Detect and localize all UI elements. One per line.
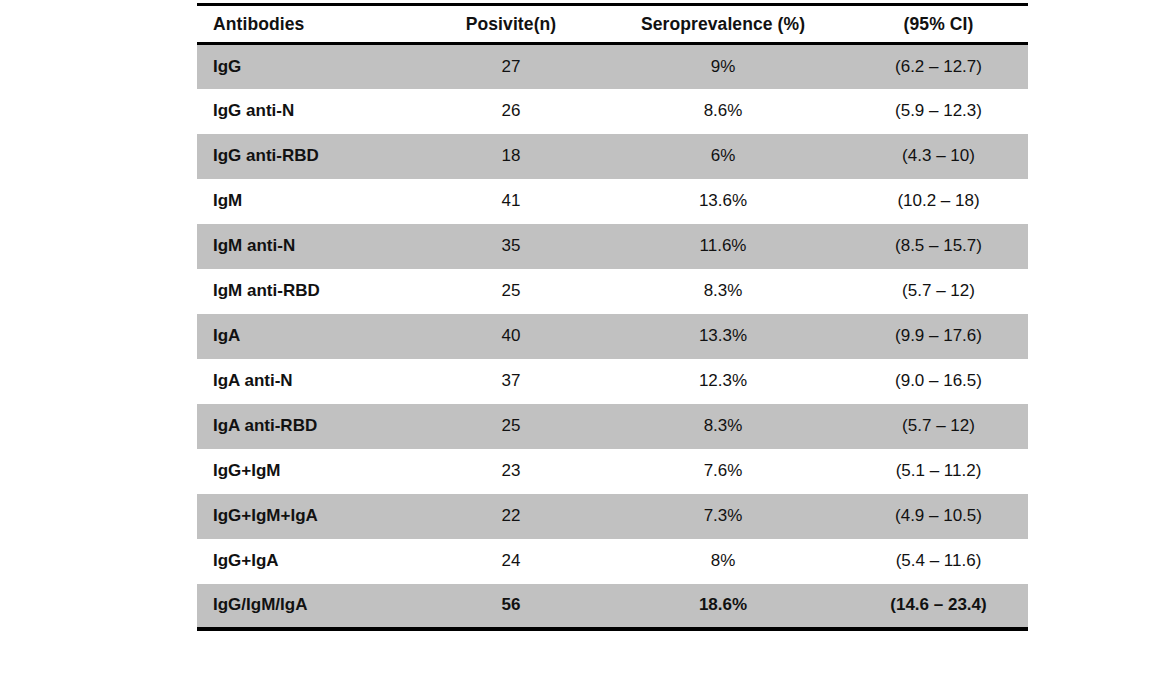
page: Antibodies Posivite(n) Seroprevalence (%… (0, 3, 1174, 694)
cell-antibody: IgM anti-RBD (197, 269, 425, 314)
seroprevalence-table: Antibodies Posivite(n) Seroprevalence (%… (197, 3, 1028, 631)
table-row-igg-anti-n: IgG anti-N 26 8.6% (5.9 – 12.3) (197, 89, 1028, 134)
table-row-iga: IgA 40 13.3% (9.9 – 17.6) (197, 314, 1028, 359)
cell-antibody: IgG+IgM (197, 449, 425, 494)
cell-seroprevalence: 6% (597, 134, 849, 179)
table-row-igg-iga: IgG+IgA 24 8% (5.4 – 11.6) (197, 539, 1028, 584)
table-row-igg-igm: IgG+IgM 23 7.6% (5.1 – 11.2) (197, 449, 1028, 494)
cell-seroprevalence: 13.6% (597, 179, 849, 224)
cell-seroprevalence: 13.3% (597, 314, 849, 359)
cell-ci: (14.6 – 23.4) (849, 584, 1028, 629)
cell-positive: 56 (425, 584, 597, 629)
column-header-seroprevalence: Seroprevalence (%) (597, 5, 849, 44)
cell-positive: 18 (425, 134, 597, 179)
cell-antibody: IgG+IgM+IgA (197, 494, 425, 539)
cell-ci: (8.5 – 15.7) (849, 224, 1028, 269)
cell-ci: (5.9 – 12.3) (849, 89, 1028, 134)
cell-positive: 22 (425, 494, 597, 539)
table-row-iga-anti-rbd: IgA anti-RBD 25 8.3% (5.7 – 12) (197, 404, 1028, 449)
cell-seroprevalence: 11.6% (597, 224, 849, 269)
table-row-igg: IgG 27 9% (6.2 – 12.7) (197, 44, 1028, 89)
cell-ci: (4.3 – 10) (849, 134, 1028, 179)
cell-seroprevalence: 8.3% (597, 404, 849, 449)
cell-antibody: IgA anti-RBD (197, 404, 425, 449)
cell-antibody: IgG anti-RBD (197, 134, 425, 179)
cell-seroprevalence: 8.3% (597, 269, 849, 314)
cell-positive: 40 (425, 314, 597, 359)
table-row-total-igg-igm-iga: IgG/IgM/IgA 56 18.6% (14.6 – 23.4) (197, 584, 1028, 629)
table-row-igg-igm-iga: IgG+IgM+IgA 22 7.3% (4.9 – 10.5) (197, 494, 1028, 539)
cell-positive: 37 (425, 359, 597, 404)
cell-antibody: IgA anti-N (197, 359, 425, 404)
cell-positive: 27 (425, 44, 597, 89)
column-header-positive-n: Posivite(n) (425, 5, 597, 44)
header-row: Antibodies Posivite(n) Seroprevalence (%… (197, 5, 1028, 44)
cell-ci: (4.9 – 10.5) (849, 494, 1028, 539)
table-row-iga-anti-n: IgA anti-N 37 12.3% (9.0 – 16.5) (197, 359, 1028, 404)
cell-ci: (5.4 – 11.6) (849, 539, 1028, 584)
cell-ci: (6.2 – 12.7) (849, 44, 1028, 89)
cell-antibody: IgG anti-N (197, 89, 425, 134)
cell-positive: 24 (425, 539, 597, 584)
cell-seroprevalence: 18.6% (597, 584, 849, 629)
cell-antibody: IgG (197, 44, 425, 89)
cell-positive: 35 (425, 224, 597, 269)
cell-positive: 41 (425, 179, 597, 224)
cell-antibody: IgG/IgM/IgA (197, 584, 425, 629)
cell-seroprevalence: 8.6% (597, 89, 849, 134)
table-row-igm-anti-rbd: IgM anti-RBD 25 8.3% (5.7 – 12) (197, 269, 1028, 314)
cell-positive: 25 (425, 404, 597, 449)
cell-ci: (9.0 – 16.5) (849, 359, 1028, 404)
cell-antibody: IgM anti-N (197, 224, 425, 269)
cell-seroprevalence: 8% (597, 539, 849, 584)
cell-seroprevalence: 9% (597, 44, 849, 89)
column-header-95ci: (95% CI) (849, 5, 1028, 44)
cell-ci: (5.7 – 12) (849, 269, 1028, 314)
cell-positive: 23 (425, 449, 597, 494)
table-row-igm: IgM 41 13.6% (10.2 – 18) (197, 179, 1028, 224)
cell-positive: 26 (425, 89, 597, 134)
cell-positive: 25 (425, 269, 597, 314)
table-row-igm-anti-n: IgM anti-N 35 11.6% (8.5 – 15.7) (197, 224, 1028, 269)
cell-seroprevalence: 7.6% (597, 449, 849, 494)
cell-antibody: IgM (197, 179, 425, 224)
cell-antibody: IgA (197, 314, 425, 359)
cell-ci: (5.7 – 12) (849, 404, 1028, 449)
table-row-igg-anti-rbd: IgG anti-RBD 18 6% (4.3 – 10) (197, 134, 1028, 179)
cell-seroprevalence: 7.3% (597, 494, 849, 539)
cell-ci: (10.2 – 18) (849, 179, 1028, 224)
cell-ci: (5.1 – 11.2) (849, 449, 1028, 494)
cell-seroprevalence: 12.3% (597, 359, 849, 404)
column-header-antibodies: Antibodies (197, 5, 425, 44)
cell-antibody: IgG+IgA (197, 539, 425, 584)
cell-ci: (9.9 – 17.6) (849, 314, 1028, 359)
